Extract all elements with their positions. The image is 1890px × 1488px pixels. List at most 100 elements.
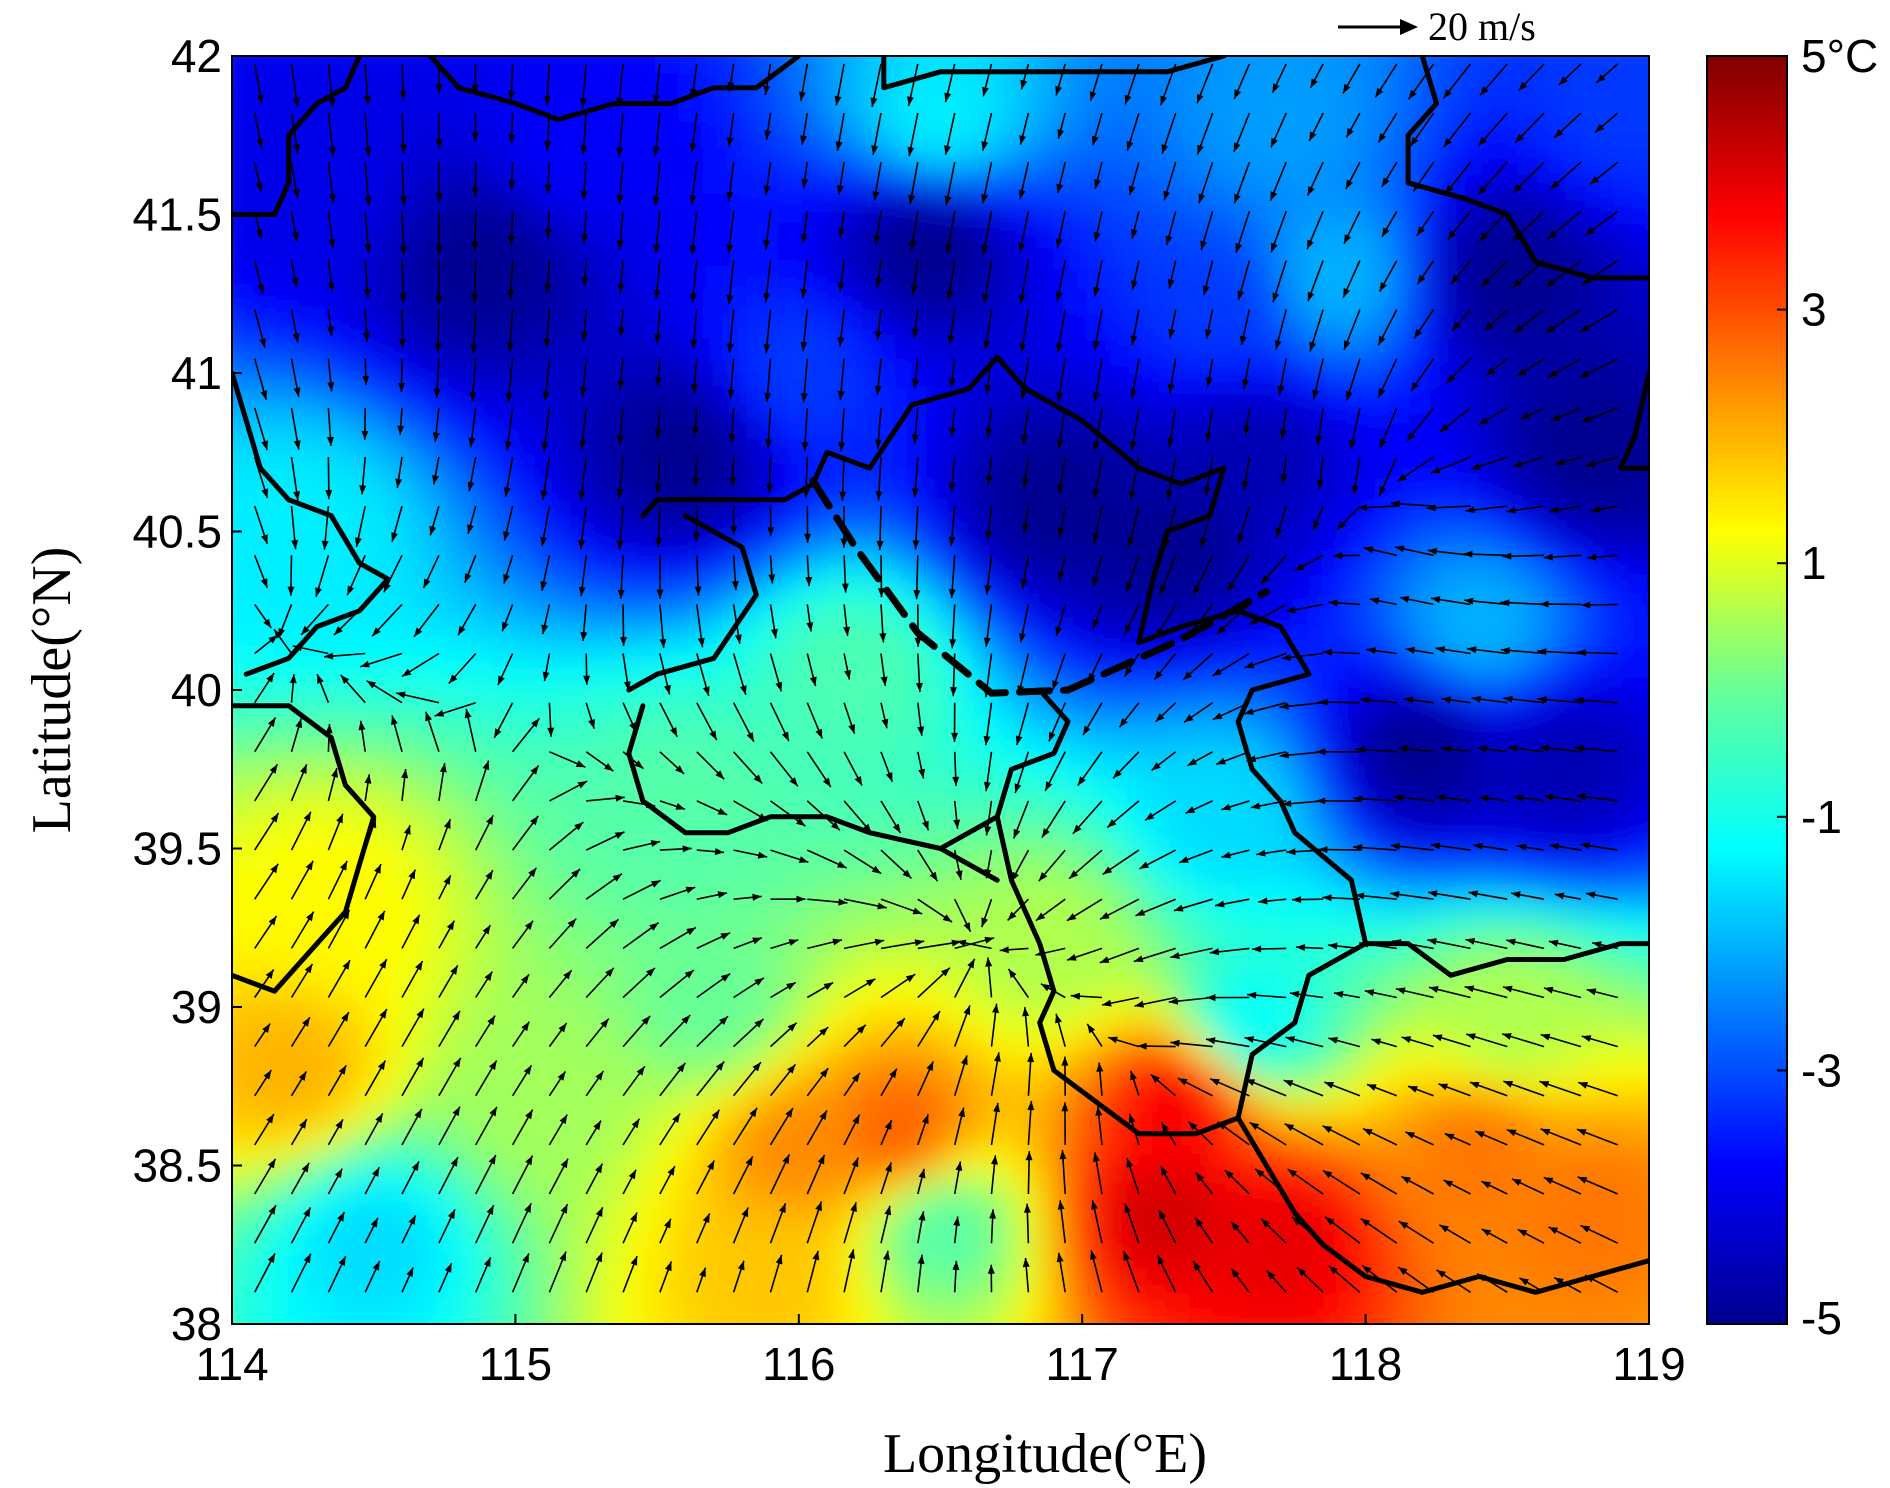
- temperature-cell: [1330, 1130, 1355, 1155]
- temperature-cell: [1570, 362, 1595, 387]
- wind-vector-head: [1284, 1123, 1295, 1132]
- temperature-cell: [1138, 1274, 1163, 1299]
- temperature-cell: [850, 386, 875, 411]
- temperature-cell: [826, 842, 851, 867]
- temperature-cell: [922, 554, 947, 579]
- boundary-line: [232, 370, 391, 677]
- wind-vector-head: [852, 1114, 860, 1125]
- temperature-cell: [778, 74, 803, 99]
- temperature-cell: [442, 170, 467, 195]
- temperature-cell: [370, 506, 395, 531]
- wind-vector-head: [593, 1120, 601, 1131]
- temperature-cell: [1018, 986, 1043, 1011]
- temperature-cell: [1378, 962, 1403, 987]
- temperature-cell: [1522, 1082, 1547, 1107]
- temperature-cell: [514, 122, 539, 147]
- boundary-line: [232, 703, 377, 994]
- temperature-cell: [1186, 1082, 1211, 1107]
- temperature-cell: [1066, 98, 1091, 123]
- temperature-cell: [562, 1322, 587, 1324]
- temperature-cell: [538, 986, 563, 1011]
- temperature-cell: [850, 938, 875, 963]
- temperature-cell: [1114, 602, 1139, 627]
- wind-vector-head: [375, 1113, 383, 1123]
- temperature-cell: [706, 314, 731, 339]
- temperature-cell: [1090, 1226, 1115, 1251]
- temperature-cell: [1042, 578, 1067, 603]
- temperature-cell: [874, 1034, 899, 1059]
- temperature-cell: [970, 386, 995, 411]
- temperature-cell: [1090, 482, 1115, 507]
- temperature-cell: [250, 914, 275, 939]
- temperature-cell: [922, 674, 947, 699]
- temperature-cell: [1474, 338, 1499, 363]
- temperature-cell: [634, 938, 659, 963]
- wind-vector-head: [989, 1209, 997, 1219]
- temperature-cell: [1666, 218, 1691, 243]
- temperature-cell: [1666, 962, 1691, 987]
- temperature-cell: [1354, 386, 1379, 411]
- temperature-cell: [1234, 1346, 1259, 1371]
- temperature-cell: [1378, 56, 1403, 75]
- temperature-cell: [1498, 1250, 1523, 1275]
- wind-vector-head: [595, 1207, 603, 1217]
- wind-vector-head: [1477, 1273, 1487, 1282]
- temperature-cell: [778, 1154, 803, 1179]
- temperature-cell: [826, 1058, 851, 1083]
- temperature-cell: [922, 410, 947, 435]
- temperature-cell: [370, 842, 395, 867]
- temperature-cell: [1210, 1130, 1235, 1155]
- temperature-cell: [898, 482, 923, 507]
- temperature-cell: [1570, 56, 1595, 75]
- temperature-cell: [1114, 242, 1139, 267]
- temperature-cell: [1642, 794, 1649, 819]
- temperature-cell: [754, 362, 779, 387]
- wind-vector-head: [335, 1119, 343, 1129]
- temperature-cell: [1498, 578, 1523, 603]
- temperature-cell: [1042, 1298, 1067, 1323]
- temperature-cell: [1018, 458, 1043, 483]
- temperature-cell: [946, 770, 971, 795]
- temperature-cell: [586, 338, 611, 363]
- temperature-cell: [274, 1010, 299, 1035]
- temperature-cell: [298, 1082, 323, 1107]
- temperature-cell: [1090, 314, 1115, 339]
- temperature-cell: [250, 1010, 275, 1035]
- temperature-cell: [562, 1034, 587, 1059]
- temperature-cell: [1330, 674, 1355, 699]
- temperature-cell: [778, 386, 803, 411]
- temperature-cell: [1138, 290, 1163, 315]
- temperature-cell: [1210, 56, 1235, 75]
- temperature-cell: [1354, 626, 1379, 651]
- wind-vector-head: [1022, 1257, 1030, 1268]
- temperature-cell: [1498, 1106, 1523, 1131]
- temperature-cell: [1570, 1322, 1595, 1324]
- temperature-cell: [1066, 1178, 1091, 1203]
- temperature-cell: [1474, 650, 1499, 675]
- temperature-cell: [1522, 122, 1547, 147]
- temperature-cell: [1258, 818, 1283, 843]
- temperature-cell: [730, 170, 755, 195]
- temperature-cell: [826, 56, 851, 75]
- temperature-cell: [802, 866, 827, 891]
- temperature-cell: [202, 1274, 227, 1299]
- temperature-cell: [586, 386, 611, 411]
- temperature-cell: [1330, 194, 1355, 219]
- temperature-cell: [850, 410, 875, 435]
- temperature-cell: [826, 146, 851, 171]
- temperature-cell: [1450, 146, 1475, 171]
- temperature-cell: [850, 1346, 875, 1371]
- temperature-cell: [1666, 146, 1691, 171]
- temperature-cell: [442, 56, 467, 75]
- temperature-cell: [1090, 554, 1115, 579]
- temperature-cell: [1378, 1202, 1403, 1227]
- temperature-cell: [1138, 146, 1163, 171]
- temperature-cell: [1642, 482, 1649, 507]
- temperature-cell: [250, 938, 275, 963]
- temperature-cell: [274, 1130, 299, 1155]
- temperature-cell: [466, 1034, 491, 1059]
- temperature-cell: [466, 98, 491, 123]
- temperature-cell: [1498, 266, 1523, 291]
- temperature-cell: [1138, 866, 1163, 891]
- temperature-cell: [946, 1082, 971, 1107]
